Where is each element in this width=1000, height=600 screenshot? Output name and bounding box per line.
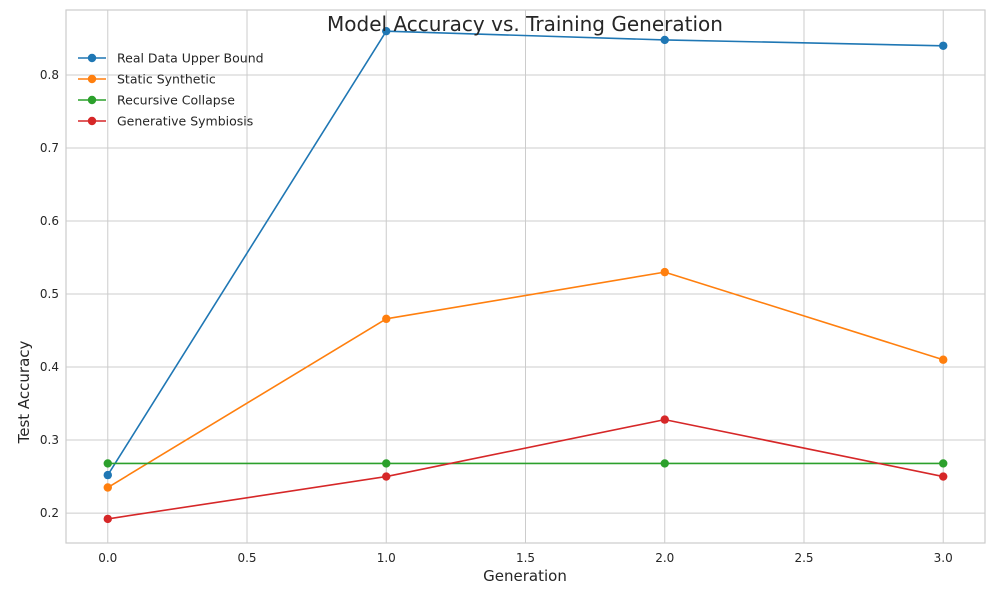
y-tick-label: 0.3 [40,433,59,447]
legend-marker [87,74,97,84]
x-tick-label: 0.5 [237,551,256,565]
data-point [103,514,112,524]
x-tick-label: 1.0 [377,551,396,565]
legend-marker [87,95,97,105]
series-generative-symbiosis [103,415,948,524]
x-tick-label: 2.5 [794,551,813,565]
x-tick-label: 2.0 [655,551,674,565]
data-point [660,415,669,424]
y-axis-ticks: 0.2 0.3 0.4 0.5 0.6 0.7 0.8 [40,68,59,520]
legend-label: Static Synthetic [117,72,216,87]
data-point [103,470,112,480]
data-point [939,355,948,364]
series-layer [103,26,948,524]
legend-item-real-data-upper-bound: Real Data Upper Bound [78,51,264,66]
data-point [382,459,391,468]
legend-marker [87,53,97,63]
y-tick-label: 0.5 [40,287,59,301]
series-recursive-collapse [103,459,948,468]
y-tick-label: 0.6 [40,214,59,228]
legend-item-static-synthetic: Static Synthetic [78,72,216,87]
data-point [660,35,669,45]
series-real-data-upper-bound [103,26,948,480]
x-tick-label: 0.0 [98,551,117,565]
chart-title: Model Accuracy vs. Training Generation [327,12,723,36]
legend-marker [87,116,97,126]
x-tick-label: 1.5 [516,551,535,565]
legend-label: Recursive Collapse [117,93,235,108]
y-tick-label: 0.2 [40,506,59,520]
data-point [660,267,669,277]
data-point [939,459,948,468]
series-line-generative-symbiosis [107,418,944,520]
data-point [939,472,948,481]
y-tick-label: 0.7 [40,141,59,155]
data-point [660,459,669,468]
legend-label: Generative Symbiosis [117,114,253,129]
data-point [103,483,112,492]
series-line-real-data-upper-bound [107,30,944,476]
x-axis-label: Generation [483,567,567,585]
y-tick-label: 0.4 [40,360,59,374]
y-tick-label: 0.8 [40,68,59,82]
legend: Real Data Upper Bound Static Synthetic Rec… [78,51,264,129]
series-static-synthetic [103,267,948,492]
x-tick-label: 3.0 [934,551,953,565]
data-point [382,26,391,36]
legend-item-generative-symbiosis: Generative Symbiosis [78,114,253,129]
data-point [103,459,112,468]
data-point [939,41,948,50]
legend-label: Real Data Upper Bound [117,51,264,66]
series-line-static-synthetic [107,271,944,489]
data-point [382,314,391,324]
y-axis-label: Test Accuracy [15,340,33,444]
grid [66,10,985,543]
plot-frame [65,9,986,544]
legend-item-recursive-collapse: Recursive Collapse [78,93,235,108]
x-axis-ticks: 0.0 0.5 1.0 1.5 2.0 2.5 3.0 [98,551,953,565]
data-point [382,472,391,481]
